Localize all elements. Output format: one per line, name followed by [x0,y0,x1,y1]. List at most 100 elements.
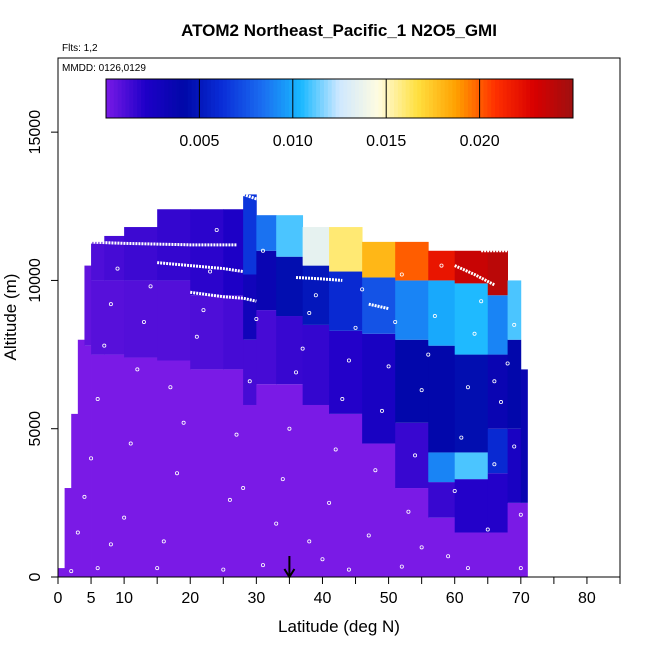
heatmap-cell [329,330,363,414]
colorbar-swatch [133,79,138,118]
colorbar-swatch [129,79,134,118]
flight-track [454,264,496,287]
sample-point [518,512,523,517]
colorbar-swatch [160,79,165,118]
colorbar-swatch [261,79,266,118]
colorbar-swatch [191,79,196,118]
sample-point [406,509,411,514]
colorbar-swatch [214,79,220,118]
sample-point [485,527,490,532]
colorbar-swatch [207,79,212,118]
flight-track [242,193,277,202]
heatmap-cell [302,324,330,405]
colorbar-swatch [358,79,364,118]
y-tick-label: 15000 [27,110,44,155]
sample-point [227,497,232,502]
colorbar-swatch [483,79,488,118]
colorbar-swatch [226,79,231,118]
x-axis: 0 5 10 20 30 40 50 60 70 80 [54,577,621,607]
sample-point [287,426,292,431]
colorbar-swatch [144,79,150,118]
colorbar-swatch [553,79,558,118]
sample-point [122,515,127,520]
heatmap-cell [104,235,125,281]
sample-point [181,420,186,425]
colorbar-swatch [569,79,574,118]
sample-point [247,379,252,384]
colorbar-swatch [362,79,368,118]
sample-point [148,284,153,289]
colorbar-swatch [386,79,391,118]
sample-point [472,331,477,336]
x-tick-label: 50 [380,590,398,607]
date-label: MMDD: 0126,0129 [62,63,146,74]
flight-track [295,275,343,282]
heatmap-cell [329,227,363,272]
sample-point [492,462,497,467]
heatmap-cell [395,241,429,281]
sample-point [366,533,371,538]
heatmap-cell [64,488,72,577]
sample-point [102,343,107,348]
colorbar-swatch [506,79,512,118]
colorbar-swatch [502,79,508,118]
colorbar-swatch [382,79,387,118]
colorbar-swatch [327,79,333,118]
colorbar-swatch [312,79,317,118]
plot-frame [57,57,621,578]
heatmap-cell [84,265,92,346]
sample-point [393,319,398,324]
sample-point [512,444,517,449]
colorbar-swatch [300,79,305,118]
colorbar-swatch [378,79,383,118]
heatmap-cell [362,241,396,278]
heatmap-cell [91,280,105,355]
colorbar-tick-label: 0.005 [179,133,219,150]
sample-point [95,566,100,571]
heatmap-cell [190,369,224,577]
heatmap-cell [256,384,277,577]
colorbar-swatch [452,79,457,118]
colorbar-swatch [460,79,465,118]
heatmap-cell [276,215,304,257]
colorbar-swatch [495,79,500,118]
colorbar-swatch [444,79,449,118]
heatmap-cell [454,479,489,533]
colorbar-swatch [265,79,270,118]
colorbar-swatch [355,79,360,118]
colorbar-swatch [230,79,235,118]
colorbar-swatch [187,79,193,118]
heatmap-cell [302,227,330,266]
heatmap-cell [487,250,508,296]
colorbar-swatch [195,79,200,118]
colorbar-swatch [413,79,418,118]
heatmap-cell [487,295,508,355]
sample-point [313,293,318,298]
sample-point [221,567,226,572]
colorbar-swatch [456,79,461,118]
sample-point [518,566,523,571]
colorbar-swatch [545,79,551,118]
sample-point [241,486,246,491]
colorbar-swatch [238,79,243,118]
colorbar-swatch [137,79,142,118]
colorbar-swatch [530,79,535,118]
colorbar-swatch [113,79,119,118]
heatmap-cell [454,452,489,480]
y-tick-label: 5000 [27,411,44,447]
x-tick-label: 80 [578,590,596,607]
sample-point [327,500,332,505]
sample-point [307,539,312,544]
colorbar-swatch [323,79,329,118]
colorbar-swatch [514,79,519,118]
colorbar-swatch [401,79,407,118]
flight-track-layer [84,193,521,311]
heatmap-cell [428,452,456,483]
heatmap-cell [71,413,79,577]
colorbar-swatch [281,79,286,118]
sample-point [108,302,113,307]
colorbar-swatch [471,79,477,118]
chart-title: ATOM2 Northeast_Pacific_1 N2O5_GMI [181,21,497,40]
colorbar-swatch [475,79,480,118]
sample-point [479,299,484,304]
